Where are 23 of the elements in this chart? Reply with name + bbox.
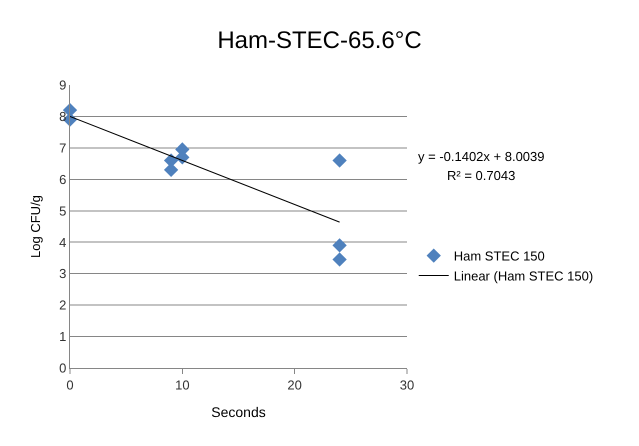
text: R² = 0.7043 (447, 168, 516, 183)
y-axis-title: Log CFU/g (28, 195, 44, 258)
y-tick-label: 2 (59, 298, 66, 313)
x-tick-label: 30 (400, 378, 414, 393)
x-tick-label: 10 (175, 378, 190, 393)
y-tick-label: 9 (59, 78, 66, 93)
x-axis-title: Seconds (211, 404, 266, 420)
y-tick-label: 6 (59, 172, 66, 187)
y-tick-label: 1 (59, 329, 66, 344)
point (332, 238, 347, 253)
x-tick-label: 20 (287, 378, 302, 393)
point (332, 153, 347, 168)
legend-label: Linear (Ham STEC 150) (454, 268, 594, 284)
legend-label: Ham STEC 150 (454, 248, 545, 264)
text: y = -0.1402x + 8.0039 (418, 149, 544, 164)
y-tick-label: 5 (59, 203, 66, 218)
y-tick-label: 3 (59, 266, 66, 282)
chart-title: Ham-STEC-65.6°C (217, 27, 422, 54)
point (332, 252, 347, 267)
y-tick-label: 8 (59, 108, 66, 124)
y-tick-label: 0 (59, 360, 66, 376)
y-tick-label: 4 (59, 234, 66, 250)
y-tick-label: 7 (59, 140, 66, 156)
